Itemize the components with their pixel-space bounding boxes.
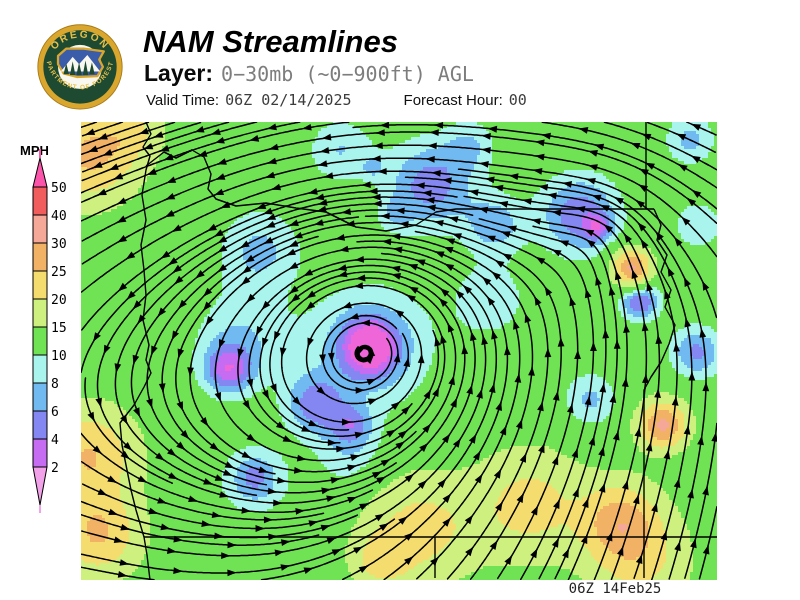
scale-label: 25	[51, 265, 67, 280]
scale-label: 20	[51, 293, 67, 308]
scale-segment	[32, 410, 48, 440]
scale-segment	[32, 186, 48, 216]
scale-label: 50	[51, 181, 67, 196]
scale-bottom-arrow	[32, 466, 48, 506]
streamline-map	[81, 122, 717, 580]
scale-label: 8	[51, 377, 59, 392]
time-row: Valid Time: 06Z 02/14/2025 Forecast Hour: 0…	[146, 91, 527, 109]
page-title: NAM Streamlines	[143, 24, 398, 59]
forecast-hour-label: Forecast Hour:	[403, 92, 503, 109]
odf-logo: OREGON DEPARTMENT OF FORESTRY	[36, 17, 123, 110]
scale-label: 6	[51, 405, 59, 420]
scale-segment	[32, 242, 48, 272]
trees-icon	[63, 60, 95, 76]
oregon-state-emblem	[56, 47, 105, 79]
layer-row: Layer: 0−30mb (~0−900ft) AGL	[144, 60, 474, 87]
scale-segment	[32, 326, 48, 356]
mountain-icon	[60, 55, 101, 72]
layer-value: 0−30mb (~0−900ft) AGL	[221, 62, 474, 86]
scale-bottom-needle	[39, 505, 41, 513]
scale-label: 4	[51, 433, 59, 448]
scale-label: 30	[51, 237, 67, 252]
scale-label: 10	[51, 349, 67, 364]
scale-label: 2	[51, 461, 59, 476]
scale-segment	[32, 438, 48, 468]
scale-segment	[32, 298, 48, 328]
map-timestamp: 06Z 14Feb25	[568, 581, 662, 597]
valid-time-value: 06Z 02/14/2025	[225, 91, 352, 109]
scale-top-needle	[39, 149, 41, 158]
scale-segment	[32, 270, 48, 300]
valid-time-label: Valid Time:	[146, 92, 220, 109]
scale-segment	[32, 382, 48, 412]
legend-units-label: MPH	[20, 143, 49, 158]
scale-top-arrow	[32, 157, 48, 188]
scale-segment	[32, 354, 48, 384]
scale-label: 15	[51, 321, 67, 336]
scale-label: 40	[51, 209, 67, 224]
layer-label: Layer:	[144, 60, 214, 86]
forecast-hour-value: 00	[508, 91, 527, 109]
wind-speed-legend: MPH 50 40 30 25 20 15 10 8 6 4 2	[20, 143, 67, 513]
scale-segment	[32, 214, 48, 244]
